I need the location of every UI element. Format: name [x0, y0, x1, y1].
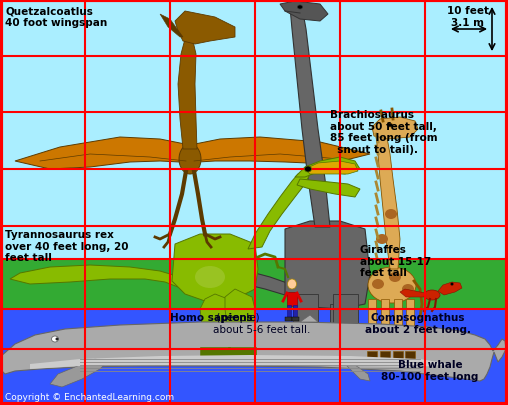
- Ellipse shape: [55, 338, 58, 341]
- Bar: [380, 351, 390, 359]
- Text: Blue whale
80-100 feet long: Blue whale 80-100 feet long: [382, 359, 479, 381]
- Polygon shape: [10, 265, 180, 287]
- Text: (people)
about 5-6 feet tall.: (people) about 5-6 feet tall.: [213, 312, 310, 334]
- Bar: [228, 347, 256, 361]
- Ellipse shape: [376, 234, 388, 244]
- Polygon shape: [248, 175, 310, 249]
- Bar: [200, 347, 230, 361]
- Bar: [0, 259, 508, 309]
- Bar: [393, 351, 403, 359]
- Polygon shape: [290, 8, 330, 228]
- Polygon shape: [190, 267, 290, 295]
- Bar: [293, 305, 297, 319]
- Polygon shape: [190, 138, 370, 164]
- Polygon shape: [178, 38, 197, 149]
- Polygon shape: [225, 289, 255, 355]
- Polygon shape: [305, 162, 358, 175]
- Ellipse shape: [389, 272, 401, 282]
- Bar: [293, 294, 318, 344]
- Bar: [292, 317, 299, 321]
- Polygon shape: [0, 322, 506, 381]
- Bar: [406, 299, 414, 354]
- Polygon shape: [50, 359, 108, 387]
- Text: Compsognathus
about 2 feet long.: Compsognathus about 2 feet long.: [365, 312, 471, 334]
- Polygon shape: [438, 282, 462, 295]
- Bar: [367, 351, 377, 359]
- Text: 10 feet
3.1 m: 10 feet 3.1 m: [447, 6, 489, 28]
- Polygon shape: [172, 234, 258, 301]
- Bar: [333, 294, 358, 344]
- Polygon shape: [30, 355, 450, 369]
- Polygon shape: [295, 158, 360, 177]
- Text: Homo sapiens: Homo sapiens: [170, 312, 253, 322]
- Ellipse shape: [402, 284, 414, 294]
- Ellipse shape: [51, 336, 58, 342]
- Bar: [405, 351, 415, 359]
- Polygon shape: [200, 294, 232, 354]
- Ellipse shape: [288, 279, 297, 289]
- Polygon shape: [400, 289, 425, 297]
- Ellipse shape: [179, 145, 201, 175]
- Polygon shape: [280, 2, 328, 22]
- Bar: [368, 299, 376, 354]
- Bar: [295, 304, 317, 349]
- Bar: [330, 304, 352, 349]
- Ellipse shape: [368, 267, 416, 303]
- Bar: [381, 299, 389, 354]
- Text: Brachiosaurus
about 50 feet tall,
85 feet long (from
  snout to tail).: Brachiosaurus about 50 feet tall, 85 fee…: [330, 110, 437, 154]
- Bar: [287, 305, 291, 319]
- Polygon shape: [297, 179, 360, 198]
- Ellipse shape: [424, 290, 440, 300]
- Text: Quetzalcoatlus
40 foot wingspan: Quetzalcoatlus 40 foot wingspan: [5, 6, 107, 28]
- Ellipse shape: [304, 166, 311, 173]
- Polygon shape: [376, 133, 400, 269]
- Polygon shape: [300, 315, 318, 322]
- Ellipse shape: [195, 266, 225, 288]
- Polygon shape: [15, 138, 190, 170]
- Bar: [287, 292, 297, 306]
- Ellipse shape: [298, 6, 302, 10]
- Ellipse shape: [385, 209, 397, 220]
- Polygon shape: [160, 15, 183, 38]
- Polygon shape: [175, 12, 235, 45]
- Bar: [394, 299, 402, 354]
- Polygon shape: [340, 359, 370, 381]
- Text: Tyrannosaurus rex
over 40 feet long, 20
feet tall: Tyrannosaurus rex over 40 feet long, 20 …: [5, 230, 129, 262]
- Bar: [285, 317, 292, 321]
- Text: Copyright © EnchantedLearning.com: Copyright © EnchantedLearning.com: [5, 392, 174, 401]
- Bar: [0, 0, 508, 309]
- Bar: [0, 309, 508, 405]
- Ellipse shape: [451, 283, 454, 286]
- Polygon shape: [372, 118, 418, 140]
- Ellipse shape: [388, 124, 393, 128]
- Polygon shape: [285, 222, 370, 309]
- Text: Giraffes
about 15-17
feet tall: Giraffes about 15-17 feet tall: [360, 244, 431, 277]
- Ellipse shape: [372, 279, 384, 289]
